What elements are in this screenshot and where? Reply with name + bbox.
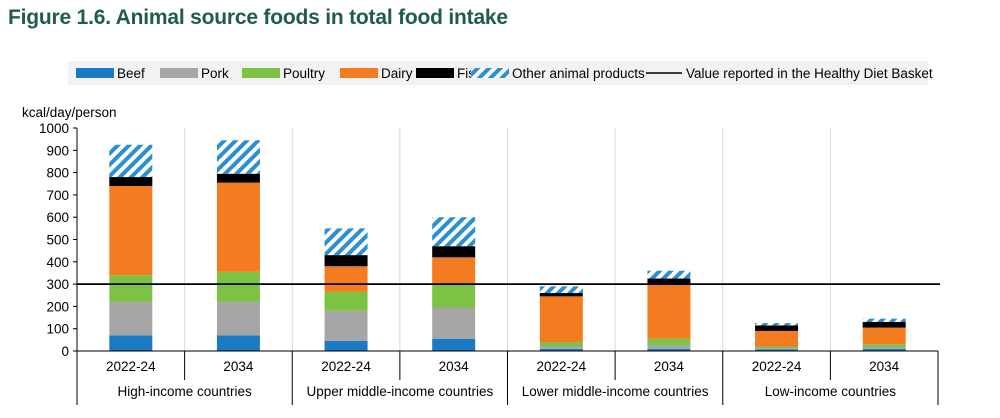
y-tick-label-300: 300	[46, 277, 69, 292]
bar-fish-upper-middle-income-countries-2034	[432, 246, 476, 258]
bar-poultry-high-income-countries-2022-24	[109, 275, 153, 302]
bar-beef-upper-middle-income-countries-2034	[432, 338, 476, 351]
y-tick-label-100: 100	[46, 322, 69, 337]
bar-other-animal-products-high-income-countries-2034	[216, 140, 260, 174]
bar-dairy-high-income-countries-2022-24	[109, 185, 153, 276]
bar-other-animal-products-upper-middle-income-countries-2022-24	[324, 228, 368, 256]
bar-dairy-low-income-countries-2034	[862, 327, 906, 345]
x-group-label-high-income-countries: High-income countries	[117, 384, 252, 399]
legend-swatch-pork	[160, 68, 198, 78]
x-tick-label-high-income-countries-2022-24: 2022-24	[106, 359, 156, 374]
bar-fish-lower-middle-income-countries-2022-24	[539, 293, 583, 297]
bar-dairy-lower-middle-income-countries-2022-24	[539, 296, 583, 343]
bar-fish-low-income-countries-2022-24	[755, 325, 799, 331]
bar-pork-lower-middle-income-countries-2022-24	[539, 346, 583, 349]
bar-pork-high-income-countries-2034	[216, 301, 260, 336]
legend-swatch-beef	[76, 68, 114, 78]
y-tick-label-900: 900	[46, 143, 69, 158]
bar-pork-high-income-countries-2022-24	[109, 301, 153, 336]
y-tick-label-600: 600	[46, 210, 69, 225]
bar-poultry-low-income-countries-2022-24	[755, 346, 799, 349]
bar-pork-low-income-countries-2034	[862, 346, 906, 349]
bar-other-animal-products-high-income-countries-2022-24	[109, 144, 153, 178]
y-tick-label-1000: 1000	[39, 121, 69, 136]
bar-pork-lower-middle-income-countries-2034	[647, 345, 691, 349]
y-tick-label-500: 500	[46, 233, 69, 248]
legend-swatch-other-animal-products	[471, 68, 509, 78]
bar-dairy-high-income-countries-2034	[216, 182, 260, 272]
bar-beef-high-income-countries-2022-24	[109, 335, 153, 351]
x-tick-label-high-income-countries-2034: 2034	[223, 359, 254, 374]
bar-dairy-low-income-countries-2022-24	[755, 330, 799, 347]
y-tick-label-400: 400	[46, 255, 69, 270]
bar-beef-low-income-countries-2034	[862, 348, 906, 351]
legend-swatch-fish	[416, 68, 454, 78]
bar-dairy-upper-middle-income-countries-2022-24	[324, 266, 368, 292]
legend-label-reference-line: Value reported in the Healthy Diet Baske…	[686, 66, 933, 81]
legend-label-dairy: Dairy	[381, 66, 413, 81]
y-tick-label-700: 700	[46, 188, 69, 203]
x-group-label-lower-middle-income-countries: Lower middle-income countries	[522, 384, 709, 399]
bar-beef-lower-middle-income-countries-2034	[647, 348, 691, 351]
bar-poultry-upper-middle-income-countries-2034	[432, 284, 476, 308]
y-tick-label-0: 0	[61, 344, 69, 359]
bar-beef-low-income-countries-2022-24	[755, 349, 799, 351]
bar-other-animal-products-low-income-countries-2034	[862, 318, 906, 323]
bar-poultry-high-income-countries-2034	[216, 271, 260, 302]
x-tick-label-lower-middle-income-countries-2034: 2034	[654, 359, 685, 374]
bar-beef-high-income-countries-2034	[216, 335, 260, 351]
y-axis-title: kcal/day/person	[22, 105, 117, 120]
x-tick-label-upper-middle-income-countries-2034: 2034	[439, 359, 470, 374]
x-tick-label-low-income-countries-2034: 2034	[869, 359, 900, 374]
bar-pork-upper-middle-income-countries-2022-24	[324, 310, 368, 341]
bar-beef-upper-middle-income-countries-2022-24	[324, 340, 368, 351]
y-tick-label-200: 200	[46, 299, 69, 314]
legend-label-beef: Beef	[117, 66, 145, 81]
legend-label-pork: Pork	[201, 66, 229, 81]
x-tick-label-lower-middle-income-countries-2022-24: 2022-24	[537, 359, 587, 374]
bar-fish-low-income-countries-2034	[862, 322, 906, 328]
bar-poultry-low-income-countries-2034	[862, 344, 906, 347]
x-group-label-upper-middle-income-countries: Upper middle-income countries	[306, 384, 493, 399]
figure-title: Figure 1.6. Animal source foods in total…	[8, 6, 508, 29]
bar-other-animal-products-lower-middle-income-countries-2022-24	[539, 286, 583, 294]
x-tick-label-low-income-countries-2022-24: 2022-24	[752, 359, 802, 374]
bar-poultry-upper-middle-income-countries-2022-24	[324, 291, 368, 311]
bar-fish-high-income-countries-2022-24	[109, 177, 153, 186]
bar-other-animal-products-lower-middle-income-countries-2034	[647, 270, 691, 279]
bar-fish-upper-middle-income-countries-2022-24	[324, 255, 368, 267]
bar-other-animal-products-low-income-countries-2022-24	[755, 323, 799, 326]
bar-dairy-upper-middle-income-countries-2034	[432, 257, 476, 285]
legend-swatch-dairy	[340, 68, 378, 78]
legend-label-poultry: Poultry	[283, 66, 325, 81]
y-tick-label-800: 800	[46, 166, 69, 181]
bar-other-animal-products-upper-middle-income-countries-2034	[432, 217, 476, 247]
bar-fish-lower-middle-income-countries-2034	[647, 278, 691, 285]
bar-poultry-lower-middle-income-countries-2022-24	[539, 342, 583, 347]
x-group-label-low-income-countries: Low-income countries	[765, 384, 897, 399]
legend-label-other-animal-products: Other animal products	[512, 66, 645, 81]
x-tick-label-upper-middle-income-countries-2022-24: 2022-24	[321, 359, 371, 374]
bar-pork-low-income-countries-2022-24	[755, 348, 799, 350]
bar-poultry-lower-middle-income-countries-2034	[647, 338, 691, 346]
legend-swatch-poultry	[242, 68, 280, 78]
bar-dairy-lower-middle-income-countries-2034	[647, 284, 691, 339]
bar-fish-high-income-countries-2034	[216, 173, 260, 183]
bar-pork-upper-middle-income-countries-2034	[432, 307, 476, 339]
bar-beef-lower-middle-income-countries-2022-24	[539, 348, 583, 351]
